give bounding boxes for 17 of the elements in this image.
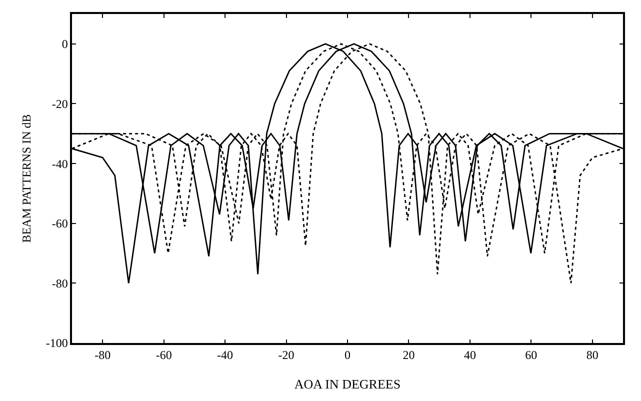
y-tick-label: -40 <box>52 156 68 171</box>
x-axis-title: AOA IN DEGREES <box>294 376 401 392</box>
y-axis-title: BEAM PATTERNS IN dB <box>20 114 34 243</box>
x-tick-label: -20 <box>278 348 294 362</box>
y-tick-label: -80 <box>52 276 68 290</box>
y-tick-label: -60 <box>52 216 68 231</box>
x-tick-label: -60 <box>156 348 172 362</box>
x-tick-label: 20 <box>402 348 415 362</box>
x-tick-label: 60 <box>525 348 538 362</box>
y-tick-label: -20 <box>52 96 68 111</box>
x-tick-label: -80 <box>94 348 111 362</box>
x-tick-label: 80 <box>586 348 598 362</box>
y-tick-label: 0 <box>62 37 68 52</box>
x-tick-label: 40 <box>464 348 476 362</box>
x-tick-label: 0 <box>344 348 350 362</box>
x-tick-label: -40 <box>217 348 234 362</box>
y-tick-label: -100 <box>46 336 68 350</box>
